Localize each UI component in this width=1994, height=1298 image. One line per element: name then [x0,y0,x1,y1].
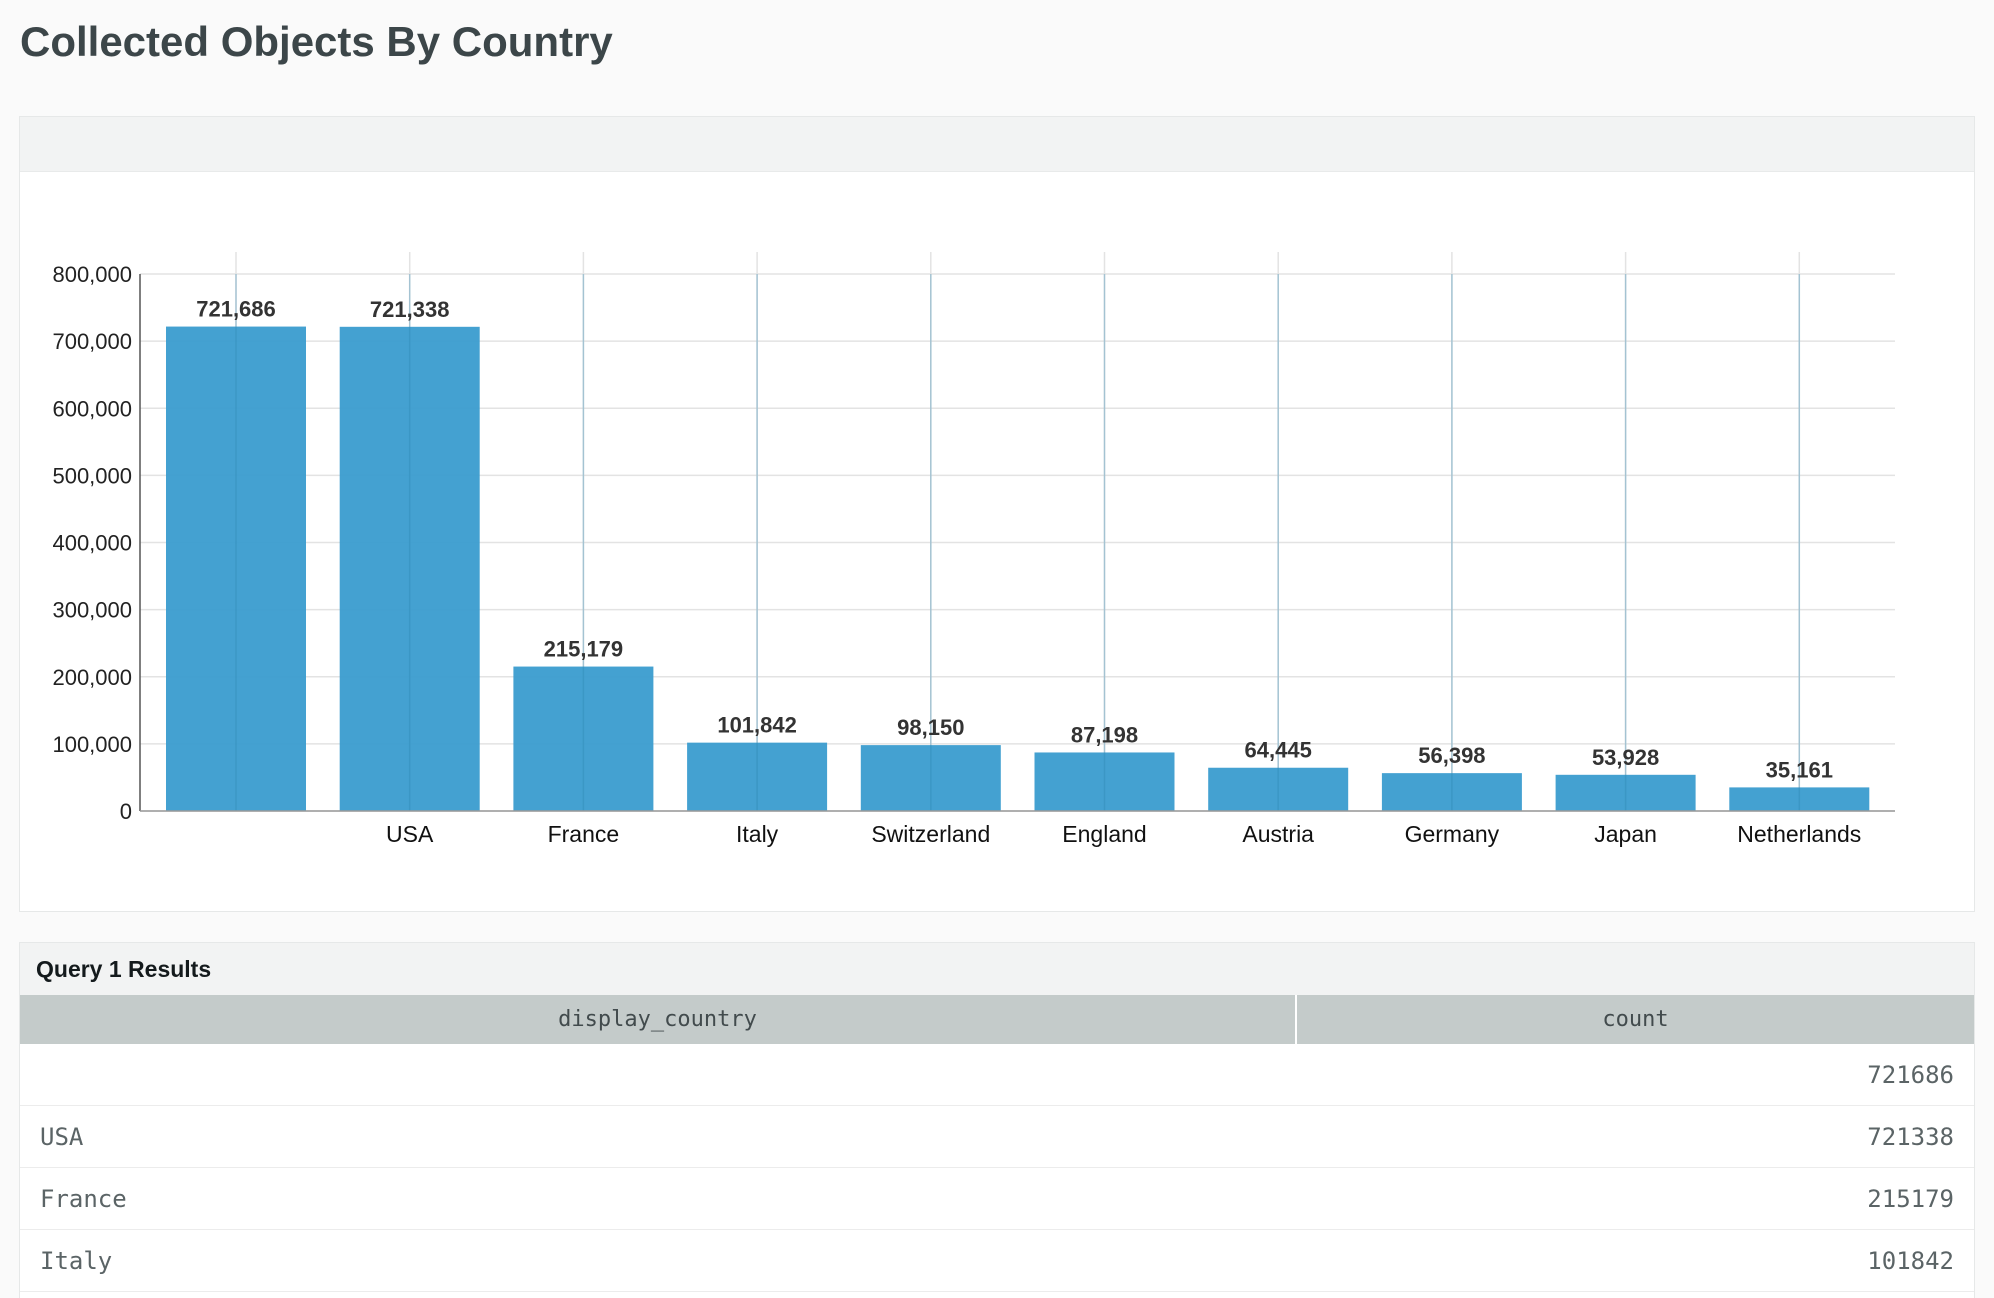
data-label: 87,198 [1071,722,1138,747]
bar [1729,787,1870,811]
cell-count: 721338 [1296,1105,1974,1168]
table-row [20,1291,1974,1298]
column-header-count[interactable]: count [1296,995,1974,1044]
bar [1034,752,1175,811]
data-label: 101,842 [717,713,797,738]
x-tick-label: Austria [1242,821,1314,847]
data-label: 64,445 [1245,738,1312,763]
x-tick-label: Germany [1405,821,1500,847]
bar [513,666,654,811]
results-title: Query 1 Results [20,943,1974,995]
x-tick-label: Netherlands [1737,821,1861,847]
data-label: 35,161 [1766,757,1833,782]
y-tick-label: 800,000 [52,262,132,287]
table-header-row: display_country count [20,995,1974,1044]
y-tick-label: 100,000 [52,732,132,757]
cell-display-country [20,1044,1296,1106]
data-label: 721,686 [196,297,276,322]
bar [1381,773,1522,811]
cell-count: 721686 [1296,1044,1974,1106]
chart-panel: 0 100,000 200,000 300,000 400,000 500,000 600,… [19,116,1975,912]
column-header-display-country[interactable]: display_country [20,995,1297,1044]
cell-display-country: USA [20,1105,1296,1168]
cell-count [1296,1291,1974,1298]
table-row: USA 721338 [20,1105,1974,1168]
bar [1208,767,1349,811]
bar [687,742,828,811]
data-label: 721,338 [370,297,450,322]
data-label: 215,179 [544,637,624,662]
y-tick-label: 300,000 [52,598,132,623]
bar-chart: 0 100,000 200,000 300,000 400,000 500,000 600,… [52,252,1895,847]
page-title: Collected Objects By Country [20,18,613,65]
y-tick-label: 400,000 [52,531,132,556]
table-row: Italy 101842 [20,1229,1974,1292]
data-label: 56,398 [1418,743,1485,768]
results-table: display_country count 721686 USA 721338 … [20,995,1974,1298]
data-label: 98,150 [897,715,964,740]
cell-display-country: Italy [20,1229,1296,1292]
chart-panel-header [20,117,1974,172]
cell-count: 215179 [1296,1167,1974,1230]
y-tick-label: 500,000 [52,463,132,488]
y-tick-label: 700,000 [52,329,132,354]
bar [860,745,1001,811]
bar [166,326,306,811]
x-tick-label: USA [386,821,434,847]
x-tick-label: England [1062,821,1146,847]
x-tick-label: Switzerland [871,821,990,847]
data-label: 53,928 [1592,745,1659,770]
x-tick-label: Italy [736,821,779,847]
cell-display-country [20,1291,1296,1298]
y-tick-label: 0 [120,799,132,824]
cell-display-country: France [20,1167,1296,1230]
x-tick-label: France [548,821,620,847]
x-tick-label: Japan [1594,821,1657,847]
bar [339,326,480,811]
y-tick-label: 600,000 [52,396,132,421]
table-row: France 215179 [20,1167,1974,1230]
y-tick-label: 200,000 [52,665,132,690]
cell-count: 101842 [1296,1229,1974,1292]
bar [1555,774,1696,811]
results-panel: Query 1 Results display_country count 72… [19,942,1975,1298]
table-row: 721686 [20,1044,1974,1106]
